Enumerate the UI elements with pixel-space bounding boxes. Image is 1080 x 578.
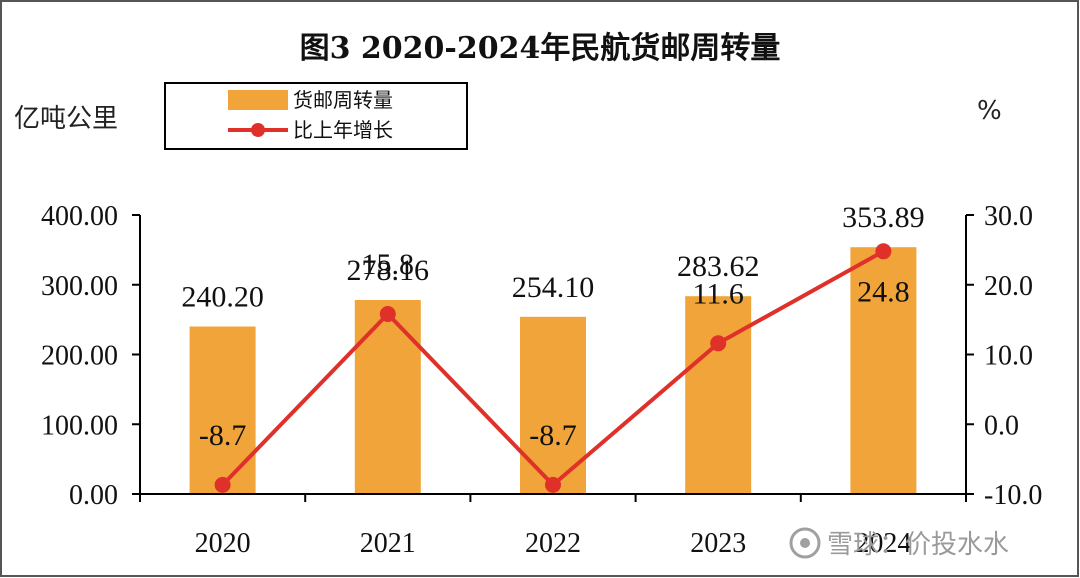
y-tick-label: 200.00 <box>41 341 118 372</box>
legend-line-label: 比上年增长 <box>293 118 393 142</box>
growth-value-label-2021: 15.8 <box>362 248 415 281</box>
legend-bar-label: 货邮周转量 <box>293 88 393 112</box>
watermark-text: 雪球：价投水水 <box>827 530 1009 560</box>
legend-marker-swatch <box>251 123 265 137</box>
line-series <box>214 243 892 493</box>
y2-tick-label: -10.0 <box>984 480 1042 511</box>
legend-bar-swatch <box>228 90 288 110</box>
growth-point-2021 <box>379 306 396 322</box>
axes: 0.00 100.00 200.00 300.00 400.00 -10.0 0.0 10.0… <box>41 201 1042 559</box>
y-tick-label: 300.00 <box>41 271 118 302</box>
legend: 货邮周转量 比上年增长 <box>164 82 468 150</box>
growth-value-label-2023: 11.6 <box>693 277 744 310</box>
growth-point-2024 <box>875 243 892 260</box>
growth-point-2020 <box>214 476 231 493</box>
y2-tick-label: 10.0 <box>984 341 1033 372</box>
y2-axis-unit-label: % <box>977 96 1002 126</box>
bar-value-label-2023: 283.62 <box>677 250 760 283</box>
bar-2021 <box>354 300 421 494</box>
growth-value-label-2024: 24.8 <box>857 275 910 308</box>
x-tick-label-2021: 2021 <box>360 528 416 559</box>
bar-value-label-2021: 278.16 <box>347 254 430 287</box>
x-tick-label-2020: 2020 <box>195 528 251 559</box>
growth-value-label-2020: -8.7 <box>199 419 247 452</box>
chart-title: 图3 2020-2024年民航货邮周转量 <box>300 31 781 66</box>
bar-2024 <box>850 247 917 494</box>
watermark-logo-icon-inner <box>800 538 810 548</box>
data-labels: 240.20 278.16 254.10 283.62 353.89 -8.7 15.8 -8… <box>181 201 924 452</box>
bar-value-label-2022: 254.10 <box>512 271 595 304</box>
bar-value-label-2024: 353.89 <box>842 201 925 234</box>
legend-box <box>164 82 468 150</box>
y2-tick-label: 20.0 <box>984 271 1033 302</box>
growth-point-2022 <box>545 476 561 493</box>
y2-tick-label: 0.0 <box>984 410 1019 441</box>
x-tick-label-2023: 2023 <box>690 528 746 559</box>
y2-tick-label: 30.0 <box>984 201 1033 232</box>
y-tick-label: 100.00 <box>41 410 118 441</box>
y-tick-label: 400.00 <box>41 201 118 232</box>
bar-2020 <box>189 326 256 494</box>
y-axis-unit-label: 亿吨公里 <box>14 104 118 134</box>
bar-value-label-2020: 240.20 <box>181 280 264 313</box>
x-tick-label-2022: 2022 <box>525 528 581 559</box>
watermark: 雪球：价投水水 <box>789 527 1009 560</box>
bar-2023 <box>685 296 752 494</box>
y-tick-label: 0.00 <box>69 480 118 511</box>
growth-point-2023 <box>710 335 727 352</box>
x-tick-label-2024: 2024 <box>855 528 911 559</box>
growth-value-label-2022: -8.7 <box>529 419 577 452</box>
watermark-logo-icon <box>789 527 821 559</box>
